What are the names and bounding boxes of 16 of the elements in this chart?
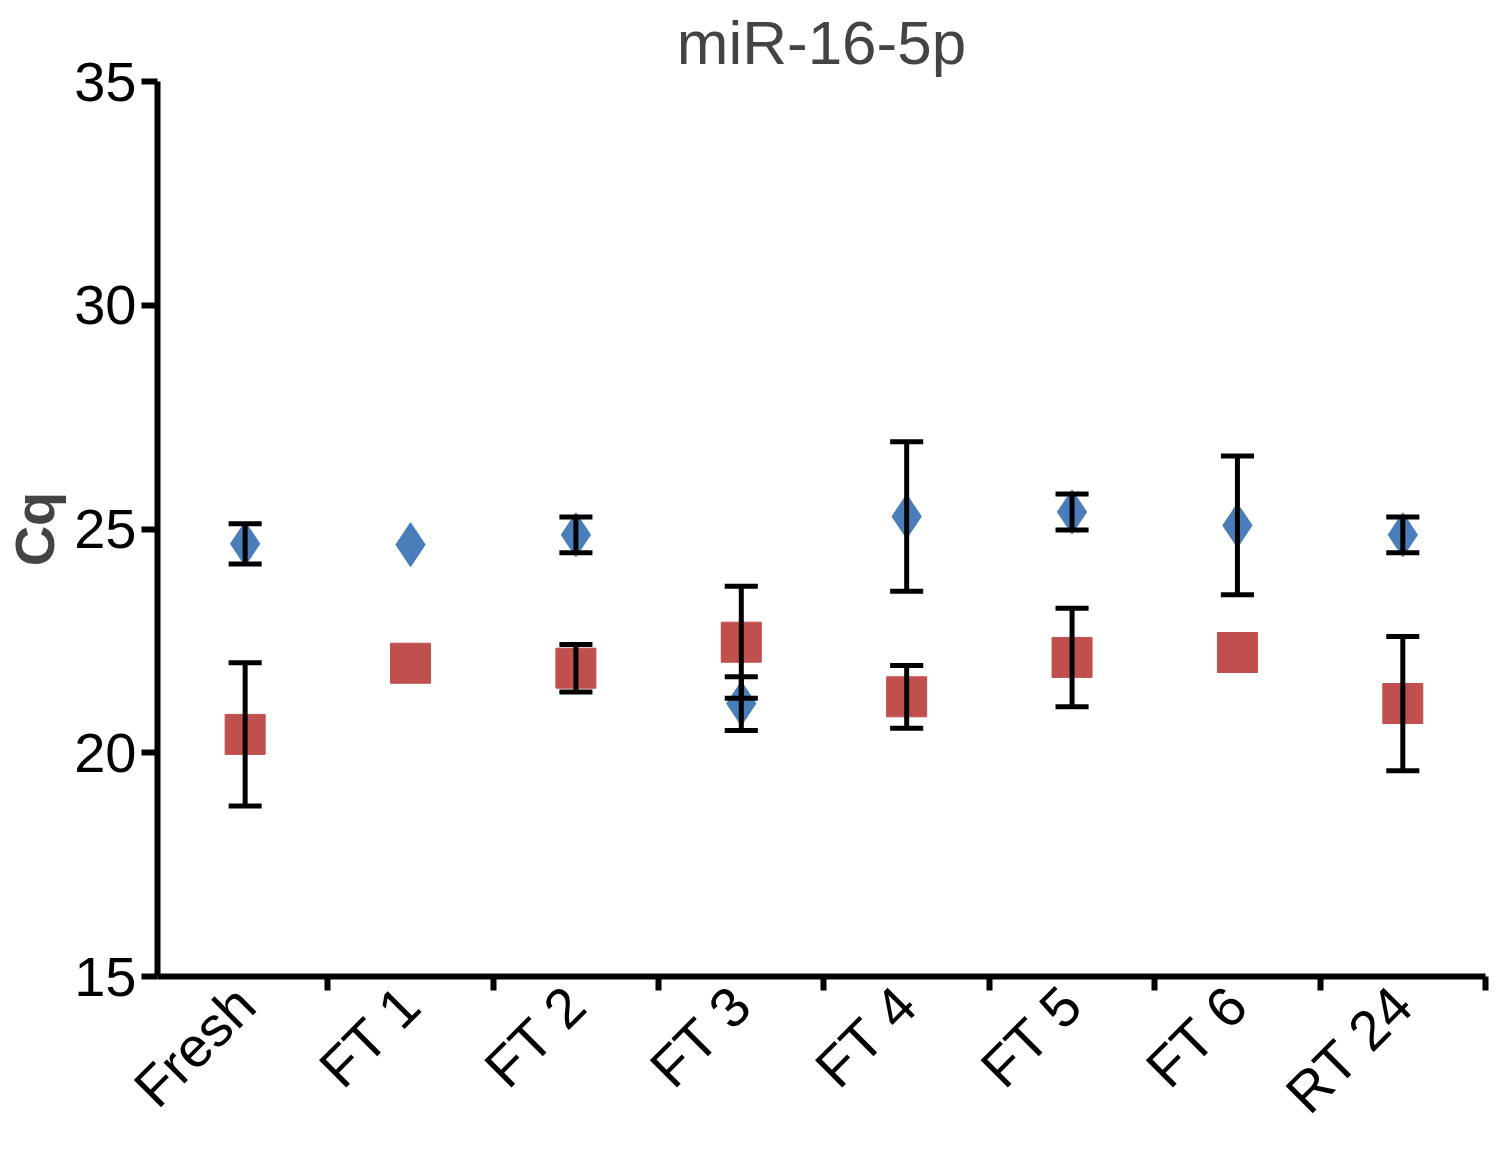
x-tick-label: RT 24 bbox=[1273, 973, 1425, 1125]
x-tick-label: FT 6 bbox=[1133, 973, 1259, 1100]
y-axis-title: Cq bbox=[3, 491, 67, 567]
y-tick-label: 25 bbox=[74, 497, 137, 560]
x-tick-label: FT 3 bbox=[637, 973, 763, 1100]
x-tick-label: FT 1 bbox=[306, 973, 433, 1100]
y-tick-label: 15 bbox=[74, 944, 137, 1008]
y-tick-label: 35 bbox=[74, 49, 137, 113]
x-tick-label: FT 5 bbox=[968, 973, 1094, 1100]
y-tick-label: 20 bbox=[74, 720, 137, 784]
y-tick-label: 30 bbox=[74, 273, 137, 337]
point bbox=[390, 642, 432, 684]
point bbox=[1216, 632, 1258, 674]
x-tick-label: FT 2 bbox=[472, 973, 598, 1100]
x-tick-label: FT 4 bbox=[802, 973, 929, 1100]
chart-title: miR-16-5p bbox=[676, 7, 967, 77]
